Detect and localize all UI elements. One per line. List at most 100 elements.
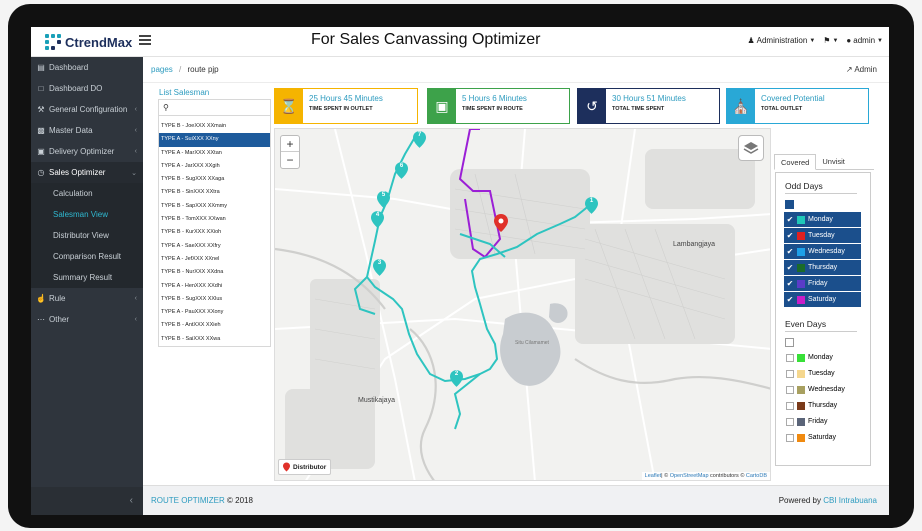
salesman-list-item[interactable]: TYPE A - MarXXX XXtan <box>161 149 222 156</box>
route-stop-marker[interactable]: 4 <box>371 211 384 228</box>
checkmark-icon[interactable]: ✔ <box>786 230 794 240</box>
flag-menu[interactable]: ⚑ ▼ <box>823 36 838 45</box>
sidebar-sub-summary-result[interactable]: Summary Result <box>31 267 143 288</box>
user-label: admin <box>853 36 876 45</box>
search-icon: ⚲ <box>163 103 169 112</box>
sidebar-item-other[interactable]: ⋯ Other ‹ <box>31 309 143 330</box>
menu-toggle-icon[interactable] <box>139 35 151 45</box>
breadcrumb-pages[interactable]: pages <box>151 65 173 74</box>
footer-company-link[interactable]: CBI Intrabuana <box>823 496 877 505</box>
salesman-search-input[interactable]: ⚲ <box>159 100 270 116</box>
route-stop-marker[interactable]: 7 <box>413 131 426 148</box>
checkmark-icon[interactable]: ✔ <box>786 294 794 304</box>
distributor-marker[interactable] <box>494 214 508 232</box>
sidebar-sub-comparison-result[interactable]: Comparison Result <box>31 246 143 267</box>
color-swatch <box>797 295 805 304</box>
route-stop-marker[interactable]: 1 <box>585 197 598 214</box>
cartodb-link[interactable]: CartoDB <box>745 473 767 479</box>
map-label-lake: Situ Cilamamet <box>515 340 549 346</box>
sidebar-item-dashboard[interactable]: ▤ Dashboard <box>31 57 143 78</box>
sidebar: ▤ Dashboard □ Dashboard DO ⚒ General Con… <box>31 57 143 515</box>
administration-menu[interactable]: ♟ Administration ▼ <box>747 36 815 45</box>
stat-card-total-outlet: ⛪ Covered Potential TOTAL OUTLET <box>726 88 869 124</box>
odd-days-item[interactable]: ✔ Saturday <box>784 292 861 307</box>
stat-label: TOTAL TIME SPENT <box>612 106 665 112</box>
checkmark-icon[interactable]: ✔ <box>786 278 794 288</box>
layers-button[interactable] <box>738 135 764 161</box>
sidebar-item-delivery-optimizer[interactable]: ▣ Delivery Optimizer ‹ <box>31 141 143 162</box>
salesman-list-item[interactable]: TYPE B - JoeXXX XXmain <box>161 123 227 129</box>
sidebar-item-general-configuration[interactable]: ⚒ General Configuration ‹ <box>31 99 143 120</box>
sidebar-item-rule[interactable]: ☝ Rule ‹ <box>31 288 143 309</box>
even-days-item[interactable]: Wednesday <box>784 382 861 397</box>
map-legend: Distributor <box>278 459 332 475</box>
salesman-list-item[interactable]: TYPE B - SugXXX XXaga <box>161 176 225 183</box>
salesman-list-item[interactable]: TYPE A - HenXXX XXdhi <box>161 282 223 289</box>
sidebar-collapse-button[interactable]: ‹ <box>31 487 143 515</box>
day-label: Tuesday <box>808 370 835 377</box>
zoom-out-button[interactable]: − <box>286 153 294 167</box>
checkmark-icon[interactable]: ✔ <box>786 214 794 224</box>
route-map[interactable]: Mustikajaya Lambangjaya Situ Cilamamet 1… <box>274 128 771 481</box>
salesman-list-item[interactable]: TYPE B - NurXXX XXdna <box>161 269 224 276</box>
odd-days-item[interactable]: ✔ Wednesday <box>784 244 861 259</box>
salesman-list-item[interactable]: TYPE B - KurXXX XXioh <box>161 229 222 236</box>
user-menu[interactable]: ● admin ▼ <box>846 36 883 45</box>
odd-days-item[interactable]: ✔ Monday <box>784 212 861 227</box>
salesman-list-item[interactable]: TYPE B - SaiXXX XXwa <box>161 335 221 342</box>
sidebar-item-sales-optimizer[interactable]: ◷ Sales Optimizer ⌄ <box>31 162 143 183</box>
route-stop-marker[interactable]: 2 <box>450 370 463 387</box>
sidebar-sub-calculation[interactable]: Calculation <box>31 183 143 204</box>
tab-unvisit[interactable]: Unvisit <box>822 157 845 166</box>
sidebar-item-label: Other <box>49 315 70 324</box>
color-swatch <box>797 353 805 362</box>
footer-brand: ROUTE OPTIMIZER <box>151 496 225 505</box>
route-stop-marker[interactable]: 6 <box>395 162 408 179</box>
salesman-list-item[interactable]: TYPE A - PauXXX XXony <box>161 309 224 316</box>
even-days-select-all[interactable] <box>785 338 794 347</box>
map-canvas <box>275 129 770 480</box>
odd-days-item[interactable]: ✔ Friday <box>784 276 861 291</box>
checkmark-icon[interactable]: ✔ <box>786 246 794 256</box>
even-days-item[interactable]: Friday <box>784 414 861 429</box>
checkmark-icon[interactable]: ✔ <box>786 262 794 272</box>
route-stop-marker[interactable]: 3 <box>373 259 386 276</box>
salesman-list-item[interactable]: TYPE B - AntXXX XXieh <box>161 322 221 329</box>
salesman-list-item[interactable]: TYPE B - SugXXX XXlus <box>161 295 223 302</box>
even-days-item[interactable]: Monday <box>784 350 861 365</box>
sidebar-sub-distributor-view[interactable]: Distributor View <box>31 225 143 246</box>
even-days-item[interactable]: Tuesday <box>784 366 861 381</box>
tab-covered[interactable]: Covered <box>774 154 817 170</box>
even-days-item[interactable]: Saturday <box>784 430 861 445</box>
checkbox[interactable] <box>786 353 794 362</box>
salesman-list-item[interactable]: TYPE B - SapXXX XXmmy <box>161 202 228 209</box>
even-days-item[interactable]: Thursday <box>784 398 861 413</box>
stat-value: 5 Hours 6 Minutes <box>462 94 527 103</box>
sidebar-sub-salesman-view[interactable]: Salesman View <box>31 204 143 225</box>
checkbox[interactable] <box>786 401 794 410</box>
chevron-left-icon: ‹ <box>134 106 137 113</box>
app-logo[interactable]: CtrendMax <box>45 34 132 50</box>
salesman-list-item[interactable]: TYPE B - SinXXX XXtra <box>161 189 220 196</box>
odd-days-select-all[interactable] <box>785 200 794 209</box>
zoom-in-button[interactable]: + <box>281 136 299 152</box>
admin-link[interactable]: ↗ Admin <box>846 65 877 74</box>
salesman-list-item[interactable]: TYPE A - SaeXXX XXfry <box>161 242 221 249</box>
route-stop-marker[interactable]: 5 <box>377 191 390 208</box>
salesman-list-item[interactable]: TYPE A - JefXXX XXnel <box>161 255 220 262</box>
odd-days-item[interactable]: ✔ Thursday <box>784 260 861 275</box>
leaflet-link[interactable]: Leaflet <box>644 473 662 479</box>
checkbox[interactable] <box>786 433 794 442</box>
checkbox[interactable] <box>786 369 794 378</box>
sidebar-item-dashboard-do[interactable]: □ Dashboard DO <box>31 78 143 99</box>
osm-link[interactable]: OpenStreetMap <box>669 473 709 479</box>
salesman-list-item[interactable]: TYPE A - JarXXX XXgih <box>161 162 220 169</box>
sidebar-item-master-data[interactable]: ▩ Master Data ‹ <box>31 120 143 141</box>
color-swatch <box>797 247 805 256</box>
map-pin-icon <box>283 462 290 472</box>
odd-days-item[interactable]: ✔ Tuesday <box>784 228 861 243</box>
salesman-list-item[interactable]: TYPE B - TomXXX XXwan <box>161 216 226 223</box>
salesman-list-item[interactable]: TYPE A - SuiXXX XXny <box>159 133 270 147</box>
checkbox[interactable] <box>786 417 794 426</box>
checkbox[interactable] <box>786 385 794 394</box>
